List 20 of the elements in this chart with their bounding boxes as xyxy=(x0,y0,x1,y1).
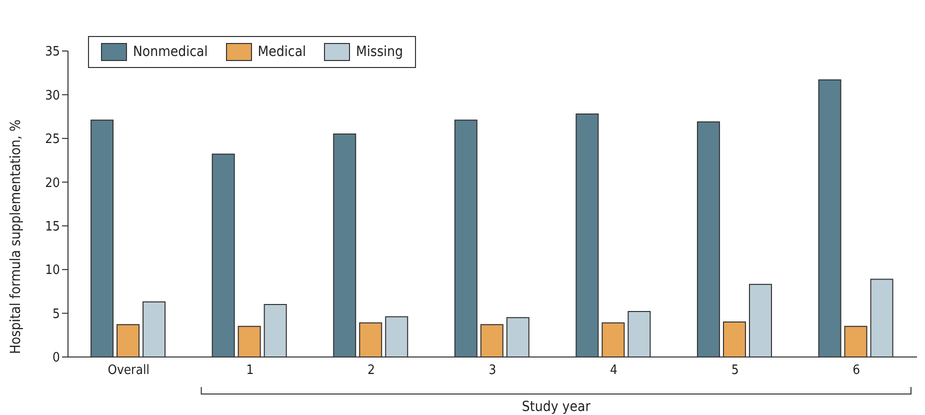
x-tick-label: 3 xyxy=(488,363,496,378)
legend-label: Missing xyxy=(355,43,404,61)
x-tick-label: 5 xyxy=(731,363,739,378)
y-tick-label: 15 xyxy=(45,219,60,234)
y-tick-label: 25 xyxy=(45,132,60,148)
y-axis-title: Hospital formula supplementation, % xyxy=(8,119,24,354)
y-tick-label: 30 xyxy=(45,88,60,104)
y-tick-label: 5 xyxy=(52,306,60,322)
x-tick-label: 1 xyxy=(246,363,254,378)
y-tick-label: 35 xyxy=(45,44,60,60)
legend-label: Nonmedical xyxy=(132,43,208,61)
y-tick-label: 20 xyxy=(45,176,60,191)
y-tick-label: 10 xyxy=(45,263,60,278)
x-tick-label: 6 xyxy=(852,363,860,378)
y-tick-label: 0 xyxy=(52,350,60,366)
legend-label: Medical xyxy=(256,43,306,61)
x-tick-label: 4 xyxy=(610,363,618,378)
x-axis-title: Study year xyxy=(522,399,592,415)
x-tick-label: Overall xyxy=(108,363,150,378)
x-tick-label: 2 xyxy=(367,363,375,378)
